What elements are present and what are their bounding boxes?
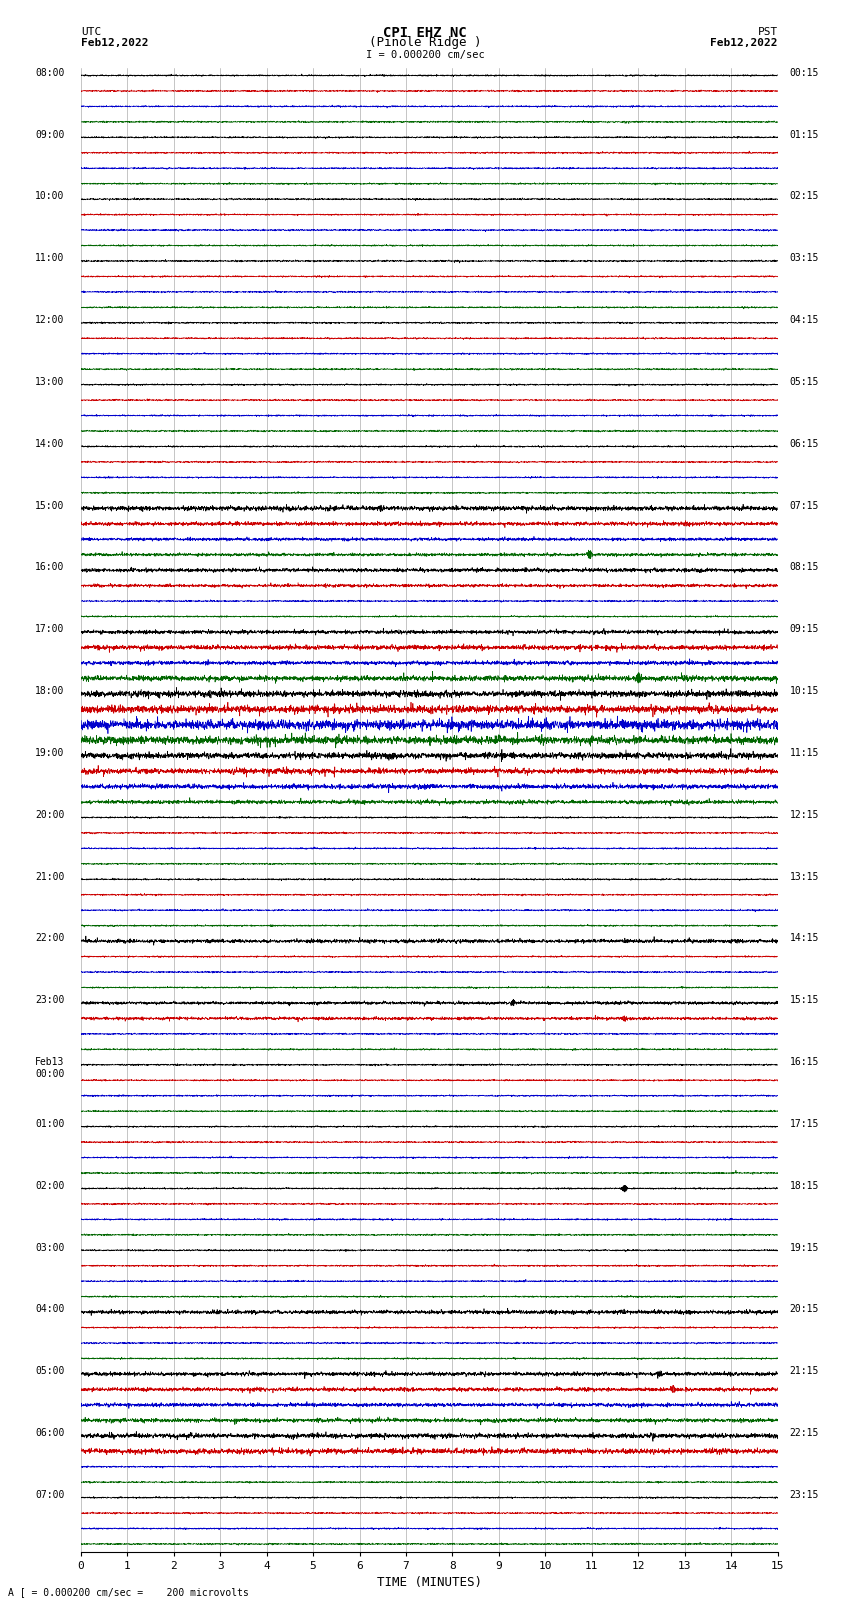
Text: A [ = 0.000200 cm/sec =    200 microvolts: A [ = 0.000200 cm/sec = 200 microvolts xyxy=(8,1587,249,1597)
Text: 07:00: 07:00 xyxy=(35,1490,65,1500)
Text: 03:15: 03:15 xyxy=(790,253,819,263)
Text: Feb12,2022: Feb12,2022 xyxy=(711,39,778,48)
Text: 21:00: 21:00 xyxy=(35,871,65,882)
Text: UTC: UTC xyxy=(81,27,101,37)
Text: 09:00: 09:00 xyxy=(35,129,65,140)
Text: 23:00: 23:00 xyxy=(35,995,65,1005)
Text: Feb12,2022: Feb12,2022 xyxy=(81,39,148,48)
Text: 11:15: 11:15 xyxy=(790,748,819,758)
Text: 11:00: 11:00 xyxy=(35,253,65,263)
Text: 16:15: 16:15 xyxy=(790,1057,819,1068)
Text: 17:15: 17:15 xyxy=(790,1119,819,1129)
Text: 09:15: 09:15 xyxy=(790,624,819,634)
Text: 06:15: 06:15 xyxy=(790,439,819,448)
Text: 12:00: 12:00 xyxy=(35,315,65,326)
Text: 18:00: 18:00 xyxy=(35,686,65,697)
Text: 22:00: 22:00 xyxy=(35,934,65,944)
Text: 16:00: 16:00 xyxy=(35,563,65,573)
Text: 05:00: 05:00 xyxy=(35,1366,65,1376)
Text: 02:15: 02:15 xyxy=(790,192,819,202)
Text: 10:15: 10:15 xyxy=(790,686,819,697)
Text: 08:15: 08:15 xyxy=(790,563,819,573)
Text: 20:15: 20:15 xyxy=(790,1305,819,1315)
Text: 02:00: 02:00 xyxy=(35,1181,65,1190)
Text: 07:15: 07:15 xyxy=(790,500,819,511)
Text: 00:15: 00:15 xyxy=(790,68,819,77)
Text: 04:15: 04:15 xyxy=(790,315,819,326)
Text: 15:00: 15:00 xyxy=(35,500,65,511)
Text: 15:15: 15:15 xyxy=(790,995,819,1005)
Text: Feb13
00:00: Feb13 00:00 xyxy=(35,1057,65,1079)
Text: 19:00: 19:00 xyxy=(35,748,65,758)
Text: CPI EHZ NC: CPI EHZ NC xyxy=(383,26,467,39)
Text: 20:00: 20:00 xyxy=(35,810,65,819)
Text: 23:15: 23:15 xyxy=(790,1490,819,1500)
Text: 17:00: 17:00 xyxy=(35,624,65,634)
Text: 13:15: 13:15 xyxy=(790,871,819,882)
Text: 19:15: 19:15 xyxy=(790,1242,819,1253)
Text: 13:00: 13:00 xyxy=(35,377,65,387)
Text: 12:15: 12:15 xyxy=(790,810,819,819)
Text: 08:00: 08:00 xyxy=(35,68,65,77)
Text: PST: PST xyxy=(757,27,778,37)
Text: 04:00: 04:00 xyxy=(35,1305,65,1315)
Text: 01:15: 01:15 xyxy=(790,129,819,140)
Text: (Pinole Ridge ): (Pinole Ridge ) xyxy=(369,35,481,50)
Text: 14:00: 14:00 xyxy=(35,439,65,448)
Text: 06:00: 06:00 xyxy=(35,1428,65,1439)
Text: I = 0.000200 cm/sec: I = 0.000200 cm/sec xyxy=(366,50,484,60)
Text: 22:15: 22:15 xyxy=(790,1428,819,1439)
Text: 21:15: 21:15 xyxy=(790,1366,819,1376)
Text: 03:00: 03:00 xyxy=(35,1242,65,1253)
Text: 10:00: 10:00 xyxy=(35,192,65,202)
X-axis label: TIME (MINUTES): TIME (MINUTES) xyxy=(377,1576,482,1589)
Text: 05:15: 05:15 xyxy=(790,377,819,387)
Text: 01:00: 01:00 xyxy=(35,1119,65,1129)
Text: 18:15: 18:15 xyxy=(790,1181,819,1190)
Text: 14:15: 14:15 xyxy=(790,934,819,944)
